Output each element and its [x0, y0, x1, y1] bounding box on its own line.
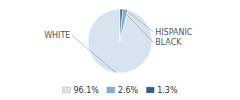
leader-line [125, 9, 153, 32]
legend-swatch [62, 87, 70, 93]
legend-item: 2.6% [107, 86, 139, 95]
legend: 96.1% 2.6% 1.3% [62, 86, 177, 95]
slice-label: WHITE [44, 31, 70, 40]
legend-item: 1.3% [146, 86, 178, 95]
pie-slice [88, 9, 152, 73]
leader-line [121, 9, 153, 43]
slice-label: HISPANIC [155, 28, 193, 37]
legend-label: 96.1% [73, 86, 99, 95]
pie [88, 9, 152, 73]
leader-line [72, 35, 116, 73]
legend-swatch [146, 87, 154, 93]
pie-slice [120, 9, 123, 41]
legend-swatch [107, 87, 115, 93]
slice-label: BLACK [155, 38, 182, 47]
chart: WHITE HISPANICBLACK 96.1% 2.6% 1.3% [0, 0, 240, 100]
legend-label: 2.6% [118, 86, 139, 95]
legend-item: 96.1% [62, 86, 99, 95]
pie-slice [120, 9, 128, 41]
legend-label: 1.3% [157, 86, 178, 95]
annotations: WHITE HISPANICBLACK [44, 9, 193, 73]
